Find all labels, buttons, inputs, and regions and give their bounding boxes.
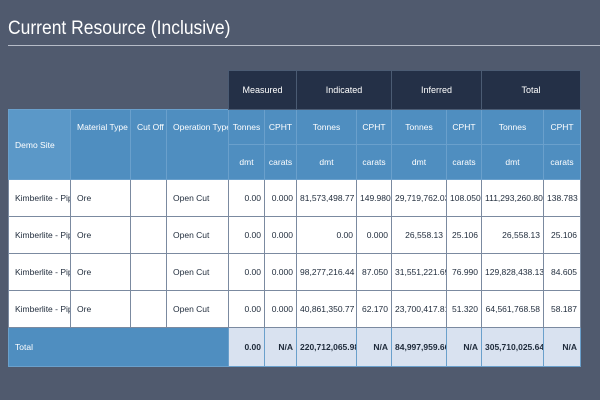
cell-measured-cpht: 0.000: [264, 216, 297, 254]
cell-site: Kimberlite - Pipe3: [8, 253, 71, 291]
table-row[interactable]: Kimberlite - Pipe2 Ore Open Cut 0.00 0.0…: [8, 216, 582, 254]
cell-material: Ore: [70, 216, 131, 254]
total-total-cpht: N/A: [542, 327, 582, 367]
cell-total-tonnes: 64,561,768.58: [481, 290, 544, 328]
unit-header-row: dmt carats dmt carats dmt carats dmt car…: [9, 144, 582, 180]
group-inferred: Inferred: [391, 70, 482, 110]
cell-indicated-tonnes: 98,277,216.44: [296, 253, 357, 291]
cell-indicated-cpht: 0.000: [356, 216, 392, 254]
cell-measured-tonnes: 0.00: [228, 179, 265, 217]
unit-total-cpht: carats: [542, 144, 582, 180]
title-divider: [8, 45, 600, 46]
resource-table: Measured Indicated Inferred Total Demo S…: [8, 70, 582, 367]
unit-inferred-cpht: carats: [446, 144, 482, 180]
group-measured: Measured: [228, 70, 297, 110]
col-indicated-tonnes[interactable]: Tonnes: [296, 109, 357, 145]
cell-cutoff: [130, 216, 167, 254]
cell-inferred-tonnes: 23,700,417.81: [391, 290, 447, 328]
cell-inferred-tonnes: 31,551,221.69: [391, 253, 447, 291]
cell-measured-tonnes: 0.00: [228, 290, 265, 328]
cell-material: Ore: [70, 179, 131, 217]
cell-measured-cpht: 0.000: [264, 179, 297, 217]
total-measured-cpht: N/A: [264, 327, 297, 367]
page-title: Current Resource (Inclusive): [8, 18, 231, 39]
cell-cutoff: [130, 179, 167, 217]
cell-indicated-tonnes: 40,861,350.77: [296, 290, 357, 328]
cell-operation: Open Cut: [166, 290, 229, 328]
cell-operation: Open Cut: [166, 216, 229, 254]
total-measured-tonnes: 0.00: [228, 327, 265, 367]
total-row: Total 0.00 N/A 220,712,065.98 N/A 84,997…: [8, 327, 582, 367]
cell-operation: Open Cut: [166, 179, 229, 217]
cell-material: Ore: [70, 253, 131, 291]
cell-inferred-cpht: 76.990: [446, 253, 482, 291]
col-total-tonnes[interactable]: Tonnes: [481, 109, 544, 145]
col-measured-cpht[interactable]: CPHT: [264, 109, 297, 145]
cell-total-cpht: 58.187: [542, 290, 582, 328]
total-indicated-tonnes: 220,712,065.98: [296, 327, 357, 367]
cell-total-cpht: 84.605: [542, 253, 582, 291]
total-inferred-tonnes: 84,997,959.66: [391, 327, 447, 367]
cell-measured-cpht: 0.000: [264, 290, 297, 328]
cell-indicated-cpht: 149.980: [356, 179, 392, 217]
col-total-cpht[interactable]: CPHT: [542, 109, 582, 145]
unit-measured-tonnes: dmt: [228, 144, 265, 180]
total-indicated-cpht: N/A: [356, 327, 392, 367]
cell-inferred-tonnes: 26,558.13: [391, 216, 447, 254]
cell-inferred-cpht: 25.106: [446, 216, 482, 254]
total-label: Total: [8, 327, 229, 367]
cell-measured-tonnes: 0.00: [228, 253, 265, 291]
col-inferred-tonnes[interactable]: Tonnes: [391, 109, 447, 145]
total-total-tonnes: 305,710,025.64: [481, 327, 544, 367]
unit-indicated-cpht: carats: [356, 144, 392, 180]
col-inferred-cpht[interactable]: CPHT: [446, 109, 482, 145]
cell-inferred-tonnes: 29,719,762.03: [391, 179, 447, 217]
col-indicated-cpht[interactable]: CPHT: [356, 109, 392, 145]
col-cut-off[interactable]: Cut Off: [130, 109, 167, 180]
cell-measured-tonnes: 0.00: [228, 216, 265, 254]
col-operation-type[interactable]: Operation Type: [166, 109, 229, 180]
cell-site: Kimberlite - Pipe1: [8, 179, 71, 217]
cell-total-tonnes: 111,293,260.80: [481, 179, 544, 217]
col-material-type[interactable]: Material Type: [70, 109, 131, 180]
cell-inferred-cpht: 108.050: [446, 179, 482, 217]
total-inferred-cpht: N/A: [446, 327, 482, 367]
cell-indicated-tonnes: 81,573,498.77: [296, 179, 357, 217]
group-indicated: Indicated: [296, 70, 392, 110]
col-measured-tonnes[interactable]: Tonnes: [228, 109, 265, 145]
column-header-row: Demo Site Material Type Cut Off Operatio…: [8, 109, 582, 180]
blank-corner: [9, 71, 229, 110]
table-row[interactable]: Kimberlite - Pipe4 Ore Open Cut 0.00 0.0…: [8, 290, 582, 328]
unit-measured-cpht: carats: [264, 144, 297, 180]
table-row[interactable]: Kimberlite - Pipe1 Ore Open Cut 0.00 0.0…: [8, 179, 582, 217]
cell-indicated-cpht: 87.050: [356, 253, 392, 291]
cell-total-cpht: 25.106: [542, 216, 582, 254]
group-header-row: Measured Indicated Inferred Total: [9, 70, 582, 110]
unit-inferred-tonnes: dmt: [391, 144, 447, 180]
cell-total-cpht: 138.783: [542, 179, 582, 217]
cell-indicated-tonnes: 0.00: [296, 216, 357, 254]
cell-site: Kimberlite - Pipe4: [8, 290, 71, 328]
cell-cutoff: [130, 290, 167, 328]
cell-measured-cpht: 0.000: [264, 253, 297, 291]
cell-inferred-cpht: 51.320: [446, 290, 482, 328]
unit-indicated-tonnes: dmt: [296, 144, 357, 180]
cell-cutoff: [130, 253, 167, 291]
col-demo-site[interactable]: Demo Site: [8, 109, 71, 180]
cell-site: Kimberlite - Pipe2: [8, 216, 71, 254]
table-row[interactable]: Kimberlite - Pipe3 Ore Open Cut 0.00 0.0…: [8, 253, 582, 291]
cell-total-tonnes: 26,558.13: [481, 216, 544, 254]
unit-total-tonnes: dmt: [481, 144, 544, 180]
cell-total-tonnes: 129,828,438.13: [481, 253, 544, 291]
cell-material: Ore: [70, 290, 131, 328]
cell-operation: Open Cut: [166, 253, 229, 291]
group-total: Total: [480, 70, 582, 110]
cell-indicated-cpht: 62.170: [356, 290, 392, 328]
